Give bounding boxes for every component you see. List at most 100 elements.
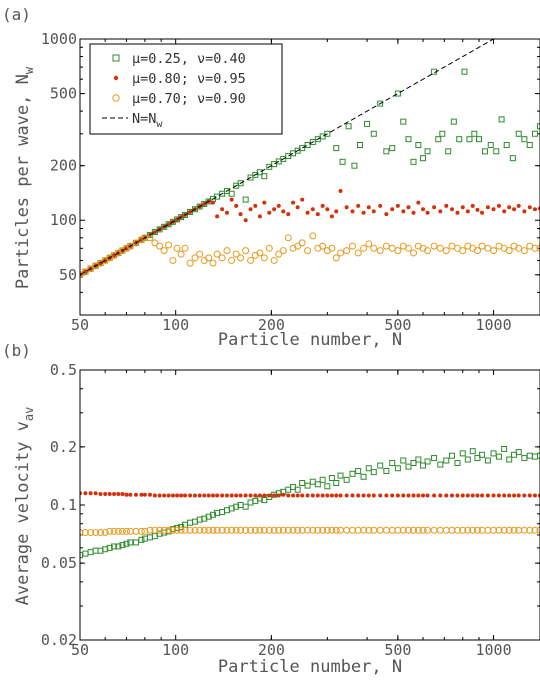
data-point-square xyxy=(93,548,98,553)
data-point-dot xyxy=(406,205,410,209)
data-point-square xyxy=(477,137,482,142)
data-point-circle xyxy=(485,527,491,533)
data-point-dot xyxy=(306,211,310,215)
data-point-circle xyxy=(243,248,249,254)
legend-item-red: μ=0.80; ν=0.95 xyxy=(132,71,246,87)
data-point-dot xyxy=(455,211,459,215)
data-point-dot xyxy=(277,204,281,208)
data-point-dot xyxy=(450,493,454,497)
data-point-square xyxy=(411,159,416,164)
data-point-dot xyxy=(316,493,320,497)
data-point-dot xyxy=(234,493,238,497)
data-point-dot xyxy=(421,207,425,211)
data-point-dot xyxy=(416,201,420,205)
data-point-circle xyxy=(383,243,389,249)
data-point-square xyxy=(371,470,376,475)
data-point-square xyxy=(357,143,362,148)
data-point-square xyxy=(425,149,430,154)
data-point-dot xyxy=(220,207,224,211)
data-point-circle xyxy=(443,527,449,533)
data-point-dot xyxy=(372,209,376,213)
data-point-square xyxy=(444,458,449,463)
data-point-dot xyxy=(334,209,338,213)
data-point-circle xyxy=(219,255,225,261)
data-point-dot xyxy=(517,204,521,208)
data-point-dot xyxy=(239,212,243,216)
data-point-dot xyxy=(253,204,257,208)
data-point-dot xyxy=(426,493,430,497)
data-point-dot xyxy=(230,198,234,202)
data-point-square xyxy=(421,156,426,161)
data-point-dot xyxy=(367,493,371,497)
data-point-circle xyxy=(491,248,497,254)
data-point-circle xyxy=(377,248,383,254)
data-point-square xyxy=(334,480,339,485)
data-point-dot xyxy=(390,493,394,497)
data-point-dot xyxy=(230,493,234,497)
data-point-circle xyxy=(405,245,411,251)
data-point-dot xyxy=(120,492,124,496)
data-point-dot xyxy=(492,493,496,497)
panel-a-y-axis-title-subscript: w xyxy=(22,66,36,74)
data-point-dot xyxy=(188,493,192,497)
data-point-circle xyxy=(411,250,417,256)
data-point-dot xyxy=(262,201,266,205)
data-point-dot xyxy=(225,493,229,497)
data-point-dot xyxy=(362,211,366,215)
data-point-circle xyxy=(431,243,437,249)
data-point-dot xyxy=(396,493,400,497)
data-point-circle xyxy=(187,260,193,266)
data-point-square xyxy=(310,479,315,484)
data-point-square xyxy=(344,477,349,482)
data-point-circle xyxy=(389,527,395,533)
data-point-square xyxy=(499,117,504,122)
data-point-circle xyxy=(310,233,316,239)
data-point-dot xyxy=(277,493,281,497)
data-point-dot xyxy=(244,493,248,497)
data-point-square xyxy=(338,473,343,478)
data-point-dot xyxy=(286,212,290,216)
data-point-square xyxy=(305,143,310,148)
data-point-circle xyxy=(229,257,235,263)
data-point-dot xyxy=(533,493,537,497)
data-point-square xyxy=(451,119,456,124)
data-point-square xyxy=(395,91,400,96)
data-point-dot xyxy=(234,204,238,208)
y-tick-label: 0.02 xyxy=(41,631,77,649)
data-point-dot xyxy=(253,493,257,497)
data-point-dot xyxy=(416,493,420,497)
data-point-dot xyxy=(281,209,285,213)
data-point-dot xyxy=(215,493,219,497)
data-point-dot xyxy=(300,493,304,497)
data-point-circle xyxy=(174,245,180,251)
data-point-dot xyxy=(378,204,382,208)
data-point-dot xyxy=(272,207,276,211)
data-point-square xyxy=(220,509,225,514)
data-point-square xyxy=(462,69,467,74)
data-point-dot xyxy=(432,493,436,497)
data-point-square xyxy=(446,149,451,154)
data-point-dot xyxy=(316,212,320,216)
y-tick-label: 0.5 xyxy=(50,361,77,379)
data-point-dot xyxy=(143,493,147,497)
data-point-dot xyxy=(193,493,197,497)
data-point-circle xyxy=(299,240,305,246)
data-point-square xyxy=(472,131,477,136)
data-point-dot xyxy=(262,493,266,497)
data-point-dot xyxy=(334,493,338,497)
data-point-dot xyxy=(367,205,371,209)
data-point-dot xyxy=(426,211,430,215)
panel-b-ticks: 50 100 200 500 10000.020.050.10.20.5 xyxy=(41,361,540,659)
data-point-circle xyxy=(425,527,431,533)
data-point-dot xyxy=(291,201,295,205)
data-point-circle xyxy=(280,248,286,254)
data-point-square xyxy=(147,535,152,540)
data-point-dot xyxy=(128,493,132,497)
data-point-dot xyxy=(378,493,382,497)
data-point-dot xyxy=(215,214,219,218)
data-point-circle xyxy=(333,255,339,261)
data-point-square xyxy=(432,456,437,461)
y-tick-label: 0.1 xyxy=(50,496,77,514)
data-point-square xyxy=(488,143,493,148)
